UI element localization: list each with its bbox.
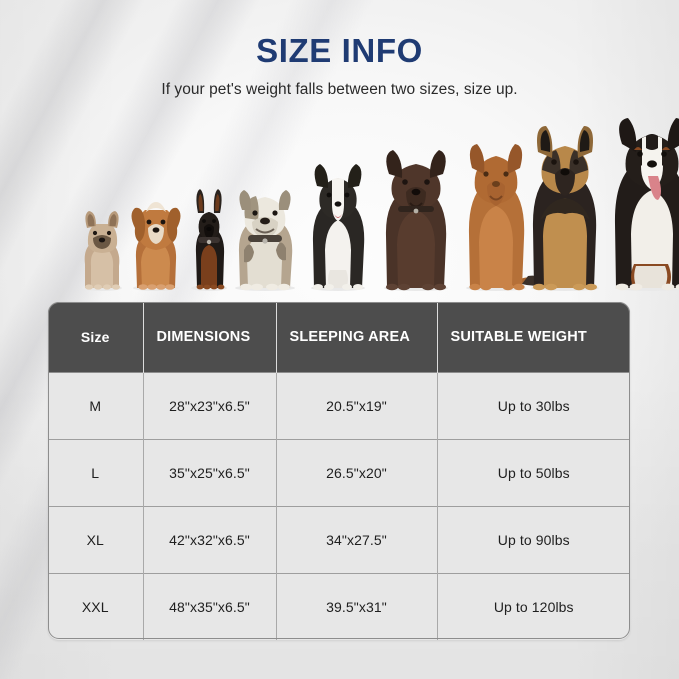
- dog-vizsla: [458, 138, 534, 291]
- cell-suitable-weight: Up to 50lbs: [437, 438, 630, 506]
- column-header-sleeping-area: SLEEPING AREA: [276, 302, 438, 372]
- cell-sleeping-area: 39.5"x31": [276, 572, 438, 640]
- cell-dimensions: 48"x35"x6.5": [143, 572, 277, 640]
- table-row: M 28"x23"x6.5" 20.5"x19" Up to 30lbs: [48, 371, 630, 439]
- table-header-row: Size DIMENSIONS SLEEPING AREA SUITABLE W…: [48, 302, 630, 372]
- table-header: Size DIMENSIONS SLEEPING AREA SUITABLE W…: [48, 302, 630, 372]
- table-row: L 35"x25"x6.5" 26.5"x20" Up to 50lbs: [48, 438, 630, 506]
- table-row: XL 42"x32"x6.5" 34"x27.5" Up to 90lbs: [48, 505, 630, 573]
- dog-bernese-mountain-dog: [606, 114, 679, 291]
- cell-suitable-weight: Up to 30lbs: [437, 371, 630, 439]
- size-info-table: Size DIMENSIONS SLEEPING AREA SUITABLE W…: [48, 302, 630, 640]
- cell-sleeping-area: 20.5"x19": [276, 371, 438, 439]
- cell-suitable-weight: Up to 90lbs: [437, 505, 630, 573]
- column-header-size: Size: [48, 302, 144, 372]
- cell-suitable-weight: Up to 120lbs: [437, 572, 630, 640]
- column-header-suitable-weight: SUITABLE WEIGHT: [437, 302, 630, 372]
- column-header-dimensions: DIMENSIONS: [143, 302, 277, 372]
- cell-size: XL: [48, 505, 144, 573]
- dog-english-bulldog: [228, 180, 302, 291]
- page-subtitle: If your pet's weight falls between two s…: [161, 80, 518, 98]
- dog-miniature-pinscher: [184, 185, 234, 291]
- cell-sleeping-area: 34"x27.5": [276, 505, 438, 573]
- dog-cavalier-king-charles-spaniel: [126, 192, 186, 291]
- cell-size: XXL: [48, 572, 144, 640]
- dog-photo-strip: [60, 110, 679, 291]
- table-row: XXL 48"x35"x6.5" 39.5"x31" Up to 120lbs: [48, 572, 630, 640]
- cell-dimensions: 35"x25"x6.5": [143, 438, 277, 506]
- cell-sleeping-area: 26.5"x20": [276, 438, 438, 506]
- header: SIZE INFO If your pet's weight falls bet…: [0, 0, 679, 99]
- dog-german-shepherd: [522, 124, 608, 291]
- size-info-table-container: Size DIMENSIONS SLEEPING AREA SUITABLE W…: [48, 302, 630, 640]
- cell-dimensions: 42"x32"x6.5": [143, 505, 277, 573]
- table-body: M 28"x23"x6.5" 20.5"x19" Up to 30lbs L 3…: [48, 371, 630, 640]
- page-title: SIZE INFO: [256, 32, 423, 69]
- cell-size: L: [48, 438, 144, 506]
- dog-chocolate-labrador: [376, 144, 456, 291]
- dog-french-bulldog: [76, 204, 128, 291]
- cell-size: M: [48, 371, 144, 439]
- cell-dimensions: 28"x23"x6.5": [143, 371, 277, 439]
- dog-border-collie: [304, 158, 372, 291]
